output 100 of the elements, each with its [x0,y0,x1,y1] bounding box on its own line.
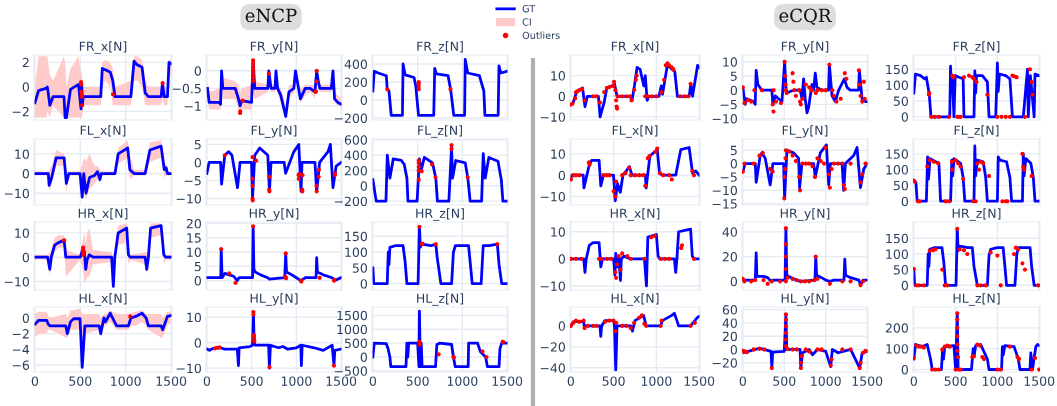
y-tick-label: 0 [22,313,29,323]
y-tick-label: −10 [712,114,737,124]
x-tick-label: 1500 [326,376,357,386]
chart-title: FL_z[N] [418,125,462,138]
y-tick-label: 0 [360,279,367,289]
x-tick-label: 0 [31,376,39,386]
x-tick-label: 0 [203,376,211,386]
chart-title: HL_y[N] [781,293,829,306]
chart-title: FR_z[N] [417,41,463,54]
y-tick-label: 400 [344,150,367,161]
y-tick-label: −5 [720,100,737,110]
chart-title: FR_x[N] [79,41,127,54]
y-tick-label: −2 [12,329,29,339]
x-tick-label: 0 [369,376,377,386]
y-tick-label: −10 [712,185,737,196]
y-tick-label: 500 [344,338,367,349]
x-tick-label: 500 [406,376,429,386]
y-tick-label: 0 [558,254,565,264]
y-tick-label: 100 [886,249,908,259]
x-tick-label: 1500 [492,376,523,386]
y-tick-label: 50 [352,263,367,273]
chart-title: HR_x[N] [610,208,660,221]
chart-title: HL_y[N] [250,293,298,306]
y-tick-label: 0 [730,159,737,169]
x-tick-label: 500 [773,376,796,386]
y-tick-label: −10 [176,363,201,374]
y-tick-label: 20 [186,218,201,229]
y-tick-label: 40 [722,227,737,237]
y-tick-label: 0 [558,170,565,181]
y-tick-label: −200 [334,113,367,123]
y-tick-label: 50 [893,180,908,191]
x-tick-label: 500 [602,376,625,386]
y-tick-label: 20 [722,331,737,342]
x-tick-label: 1500 [684,376,715,386]
x-tick-label: 0 [567,376,574,386]
chart-title: FR_x[N] [611,41,659,54]
y-tick-label: 200 [344,165,367,176]
y-tick-label: 15 [187,233,201,243]
y-tick-label: 10 [551,71,565,81]
y-tick-label: −10 [4,276,29,287]
y-tick-label: 5 [730,71,737,81]
y-tick-label: −10 [540,112,565,122]
chart-title: FR_z[N] [953,41,1000,54]
y-tick-label: 0 [360,352,367,362]
y-tick-label: −10 [4,188,29,199]
y-tick-label: 0 [730,344,737,355]
y-tick-label: 0 [360,181,367,191]
chart-title: HL_x[N] [79,293,127,306]
x-tick-label: 1000 [281,376,312,386]
y-tick-label: −40 [540,363,565,373]
chart-title: HL_z[N] [417,293,464,306]
y-tick-label: 0 [558,321,565,331]
text: CI [522,18,531,26]
x-tick-label: 0 [910,376,917,386]
x-tick-label: 0 [739,376,746,386]
y-tick-label: −20 [712,358,737,368]
y-tick-label: −5 [184,176,201,186]
y-tick-label: 0 [22,169,29,179]
x-tick-label: 1500 [1024,376,1055,386]
y-tick-label: 0 [901,364,908,375]
y-tick-label: −1 [184,101,201,111]
chart-title: HR_x[N] [78,208,128,221]
y-tick-label: 0 [360,95,367,105]
chart-title: FL_z[N] [954,125,999,138]
y-tick-label: 0 [730,276,737,287]
y-tick-label: 50 [893,265,908,275]
y-tick-label: 200 [344,77,367,87]
y-tick-label: 1000 [337,324,367,335]
y-tick-label: 0 [194,157,201,168]
chart-title: FR_y[N] [781,41,829,54]
y-tick-label: −4 [12,344,30,355]
y-tick-label: 2 [22,57,29,68]
y-tick-label: 5 [194,140,201,150]
text: eCQR [779,8,832,25]
y-tick-label: −0.5 [172,83,201,94]
x-tick-label: 1000 [982,376,1013,386]
y-tick-label: 150 [886,149,908,159]
x-tick-label: 1000 [811,376,841,386]
y-tick-label: 0 [901,196,908,207]
y-tick-label: 10 [187,247,201,257]
x-tick-label: 500 [69,376,92,386]
y-tick-label: 400 [344,59,367,69]
y-tick-label: 20 [722,252,737,262]
text: eNCP [245,8,297,23]
y-tick-label: −10 [540,281,565,291]
y-tick-label: 10 [723,57,737,67]
y-tick-label: 1500 [337,310,367,321]
x-tick-label: 500 [240,376,263,386]
y-tick-label: 0 [194,338,201,348]
y-tick-label: 60 [722,305,737,315]
y-tick-label: 600 [344,135,367,145]
y-tick-label: 5 [730,145,737,156]
y-tick-label: −200 [334,196,367,207]
y-tick-label: −5 [720,172,737,182]
y-tick-label: 100 [886,344,908,354]
chart-title: HR_z[N] [952,208,1001,221]
chart-title: HR_y[N] [249,208,299,221]
y-tick-label: 0 [901,112,908,122]
y-tick-label: −20 [540,342,565,352]
y-tick-label: 0 [558,91,565,102]
